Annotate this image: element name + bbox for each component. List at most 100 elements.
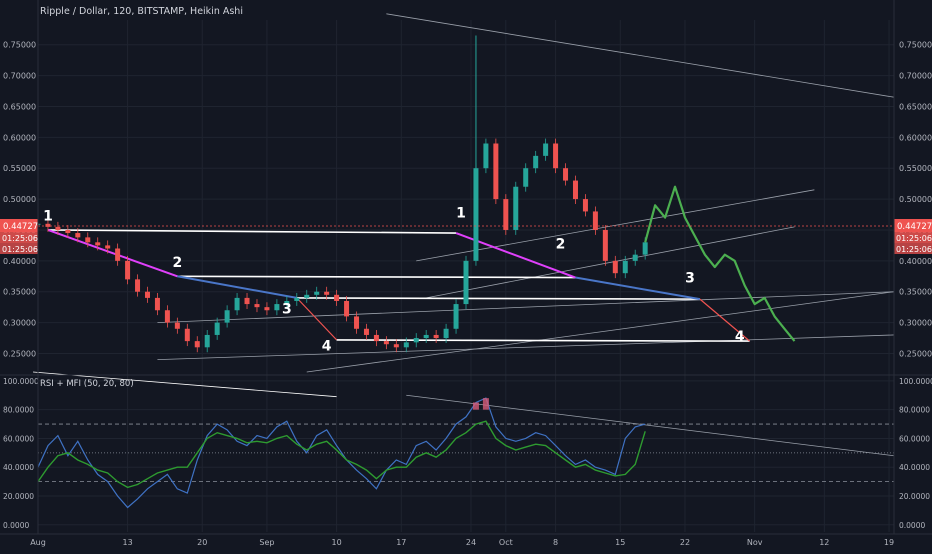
overbought-marker bbox=[482, 398, 489, 410]
price-tick-label: 0.55000 bbox=[3, 164, 36, 173]
price-tag-right-value: 0.44727 bbox=[897, 222, 932, 232]
time-axis[interactable]: Aug 13 20 Sep 10 17 24 Oct 8 15 22 Nov 12 19 bbox=[30, 538, 894, 547]
indicator-grid bbox=[38, 380, 894, 526]
candle-body bbox=[304, 294, 310, 298]
candle-body bbox=[582, 199, 588, 212]
candle-body bbox=[572, 180, 578, 200]
price-tag-left-value: 0.44727 bbox=[3, 222, 38, 232]
red-leg-2 bbox=[699, 298, 751, 342]
time-tick-label: 15 bbox=[615, 538, 625, 547]
indicator-tick-label: 40.0000 bbox=[899, 463, 930, 472]
price-tick-label: 0.50000 bbox=[3, 195, 36, 204]
magenta-leg-1 bbox=[47, 229, 178, 278]
time-tick-label: 17 bbox=[396, 538, 406, 547]
candle-body bbox=[135, 279, 141, 292]
price-tag-left[interactable]: 0.44727 01:25:06 01:25:06 bbox=[0, 219, 38, 254]
blue-leg-1 bbox=[177, 275, 297, 299]
price-tick-label: 0.30000 bbox=[3, 319, 36, 328]
candle-body bbox=[314, 291, 320, 295]
candle-body bbox=[194, 341, 200, 348]
horizontal-level-3 bbox=[296, 297, 700, 300]
time-tick-label: 10 bbox=[332, 538, 342, 547]
trendline-resistance bbox=[386, 13, 895, 98]
wave-label: 3 bbox=[282, 301, 292, 317]
indicator-series bbox=[37, 397, 646, 509]
trendline-rising bbox=[306, 291, 895, 373]
candle-body bbox=[65, 229, 71, 234]
candle-body bbox=[393, 344, 399, 348]
candle-body bbox=[264, 307, 270, 311]
horizontal-level-4 bbox=[336, 339, 750, 342]
price-tick-label: 0.35000 bbox=[899, 288, 932, 297]
candle-body bbox=[423, 334, 429, 339]
time-tick-label: 13 bbox=[122, 538, 132, 547]
candle-body bbox=[403, 342, 409, 348]
candle-body bbox=[383, 341, 389, 345]
time-tick-label: 19 bbox=[884, 538, 894, 547]
indicator-tick-label: 60.0000 bbox=[3, 434, 34, 443]
candle-body bbox=[493, 143, 499, 200]
price-tick-label: 0.70000 bbox=[899, 72, 932, 81]
wave-label: 2 bbox=[172, 255, 182, 271]
candle-body bbox=[164, 310, 170, 323]
candle-body bbox=[602, 229, 608, 261]
horizontal-level-2 bbox=[177, 275, 576, 279]
timer-tag-left2-value: 01:25:06 bbox=[2, 245, 38, 254]
wave-label: 1 bbox=[43, 209, 53, 225]
wave-label: 2 bbox=[556, 236, 566, 252]
indicator-tick-label: 40.0000 bbox=[3, 463, 34, 472]
trendline-support bbox=[32, 371, 337, 398]
horizontal-level-1 bbox=[47, 229, 457, 234]
blue-leg-2 bbox=[575, 276, 701, 301]
price-tag-right[interactable]: 0.44727 01:25:06 01:25:06 bbox=[894, 219, 932, 254]
price-tag-left-bg bbox=[0, 219, 38, 232]
candle-body bbox=[75, 233, 81, 238]
indicator-axis-right[interactable]: 100.0000 80.0000 60.0000 40.0000 20.0000 0.00… bbox=[899, 377, 932, 530]
candle-body bbox=[363, 328, 369, 335]
indicator-tick-label: 0.0000 bbox=[899, 521, 925, 530]
timer-tag-left2-bg bbox=[0, 243, 38, 254]
candle-body bbox=[483, 143, 489, 169]
price-tick-label: 0.50000 bbox=[899, 195, 932, 204]
candle-body bbox=[523, 168, 529, 187]
price-tick-label: 0.25000 bbox=[899, 349, 932, 358]
candle-body bbox=[214, 322, 220, 335]
candle-body bbox=[463, 260, 469, 305]
candle-body bbox=[513, 186, 519, 230]
candle-body bbox=[294, 297, 300, 301]
timer-tag-left-value: 01:25:06 bbox=[2, 234, 38, 243]
indicator-axis-left[interactable]: 100.0000 80.0000 60.0000 40.0000 20.0000 0.00… bbox=[3, 377, 39, 530]
price-tick-label: 0.40000 bbox=[899, 257, 932, 266]
candle-body bbox=[204, 334, 210, 348]
mfi-line bbox=[37, 420, 646, 489]
time-tick-label: Aug bbox=[30, 538, 46, 547]
trendline-base bbox=[157, 334, 895, 361]
price-tick-label: 0.75000 bbox=[899, 41, 932, 50]
candle-body bbox=[592, 211, 598, 230]
indicator-tick-label: 80.0000 bbox=[899, 406, 930, 415]
candle-body bbox=[234, 297, 240, 311]
overbought-marker bbox=[472, 402, 479, 410]
candle-body bbox=[503, 199, 509, 230]
trendline-channel-high bbox=[416, 189, 815, 262]
price-tick-label: 0.65000 bbox=[3, 102, 36, 111]
candle-body bbox=[154, 297, 160, 311]
candle-body bbox=[284, 300, 290, 305]
candle-body bbox=[55, 226, 61, 230]
candle-body bbox=[563, 168, 569, 181]
trendline-mid bbox=[157, 291, 895, 323]
wave-label: 4 bbox=[735, 329, 745, 345]
candle-body bbox=[453, 304, 459, 329]
time-tick-label: 12 bbox=[819, 538, 829, 547]
candle-body bbox=[443, 328, 449, 339]
price-tick-label: 0.75000 bbox=[3, 41, 36, 50]
candle-body bbox=[45, 223, 51, 227]
candle-body bbox=[334, 294, 340, 301]
candle-body bbox=[95, 242, 101, 246]
candle-body bbox=[115, 248, 121, 261]
price-tick-label: 0.25000 bbox=[3, 349, 36, 358]
indicator-tick-label: 20.0000 bbox=[3, 492, 34, 501]
timer-tag-right-bg bbox=[894, 232, 932, 243]
